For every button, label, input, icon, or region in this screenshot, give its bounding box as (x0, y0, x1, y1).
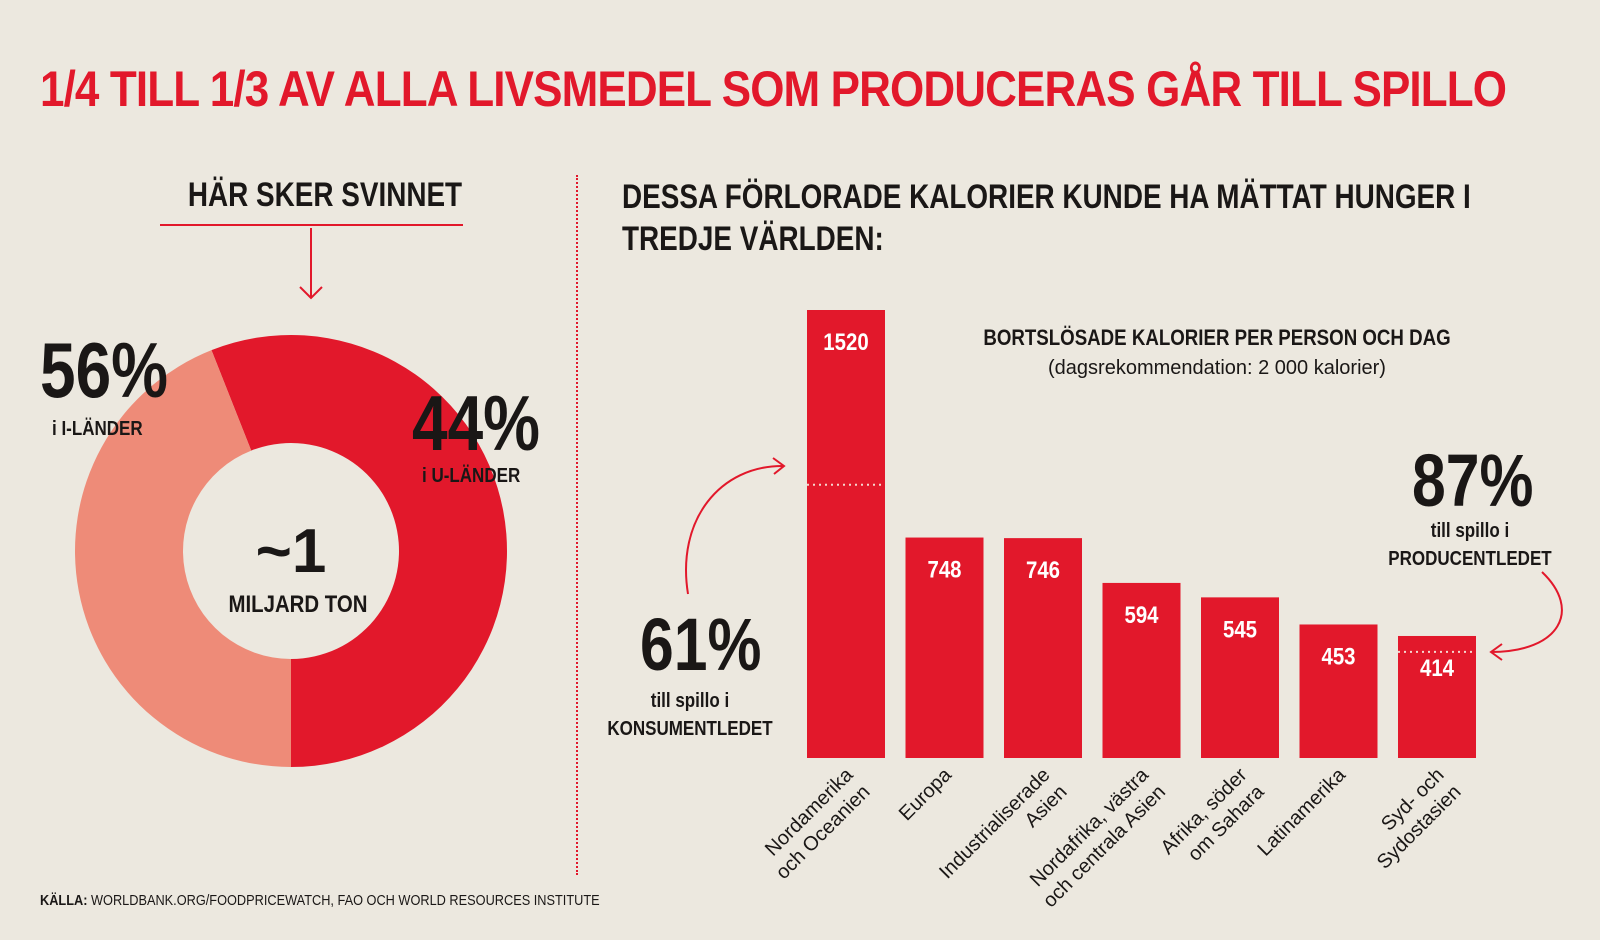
category-label-line: Europa (895, 763, 957, 825)
down-arrow-head-icon (299, 286, 323, 300)
donut-label-developing: i U-LÄNDER (422, 465, 521, 487)
left-heading-underline (160, 224, 463, 226)
bar (1004, 538, 1082, 758)
column-divider (576, 175, 578, 875)
bar (1398, 635, 1476, 758)
consumer-pct: 61% (640, 603, 762, 686)
consumer-label-line1: till spillo i (650, 690, 730, 712)
bar-value-label: 594 (1124, 601, 1159, 628)
producer-pct: 87% (1412, 439, 1534, 522)
producer-arrow-head-icon (1489, 643, 1503, 661)
consumer-label-line2: KONSUMENTLEDET (607, 718, 773, 740)
category-label: Europa (895, 763, 957, 825)
bar (807, 310, 885, 758)
right-heading: DESSA FÖRLORADE KALORIER KUNDE HA MÄTTAT… (622, 178, 1471, 258)
bar-value-label: 545 (1223, 616, 1257, 643)
source-line: KÄLLA: WORLDBANK.ORG/FOODPRICEWATCH, FAO… (40, 892, 600, 909)
source-label: KÄLLA: (40, 892, 88, 909)
consumer-arrow-head-icon (772, 457, 786, 475)
bar (1102, 582, 1181, 758)
donut-pct-developing: 44% (412, 379, 541, 467)
donut-hole (184, 444, 398, 658)
donut-slices (74, 335, 507, 767)
producer-label-line2: PRODUCENTLEDET (1388, 548, 1552, 570)
consumer-arrow-icon (685, 464, 785, 595)
bar-value-label: 746 (1026, 557, 1060, 584)
producer-label-line1: till spillo i (1430, 520, 1510, 542)
bar (905, 537, 984, 758)
producer-arrow-icon (1490, 571, 1563, 653)
bar (1299, 624, 1378, 758)
bar-chart-subtitle: (dagsrekommendation: 2 000 kalorier) (1048, 357, 1386, 379)
donut-slice-developing (74, 350, 291, 767)
donut-slice-developed (211, 335, 507, 767)
source-text: WORLDBANK.ORG/FOODPRICEWATCH, FAO OCH WO… (91, 892, 600, 909)
category-label-line: Latinamerika (1254, 763, 1351, 860)
left-heading: HÄR SKER SVINNET (187, 176, 463, 214)
page-title: 1/4 TILL 1/3 AV ALLA LIVSMEDEL SOM PRODU… (40, 61, 1507, 117)
donut-center-label: MILJARD TON (229, 590, 368, 617)
donut-pct-developed: 56% (40, 326, 169, 414)
donut-center-value: ~1 (256, 517, 327, 586)
category-label: Latinamerika (1254, 763, 1351, 860)
bar-value-label: 453 (1321, 643, 1355, 670)
bar-value-label: 1520 (823, 328, 868, 355)
bar-value-label: 414 (1420, 654, 1455, 681)
bar-chart-title: BORTSLÖSADE KALORIER PER PERSON OCH DAG (983, 326, 1450, 351)
bar (1201, 597, 1279, 758)
bar-value-label: 748 (927, 556, 961, 583)
donut-label-developed: i I-LÄNDER (52, 418, 143, 440)
